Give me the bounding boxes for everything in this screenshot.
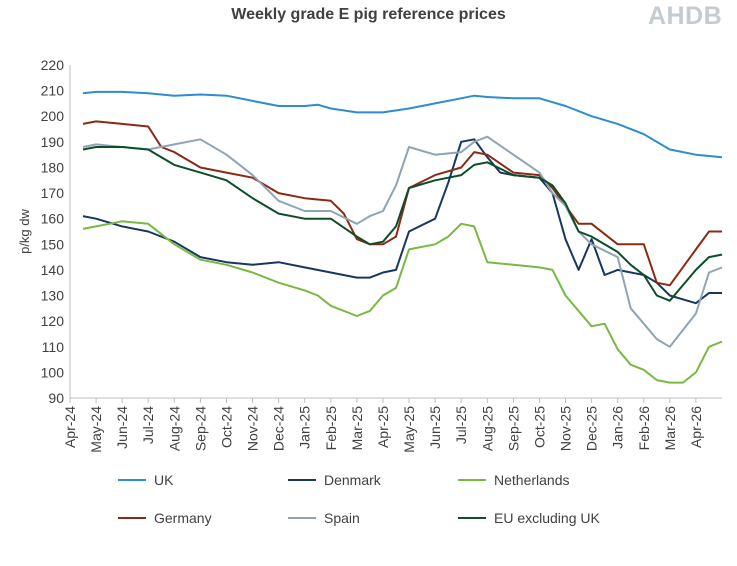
legend-item: EU excluding UK [458, 510, 600, 526]
x-tick-label: Feb-25 [323, 406, 339, 451]
legend-item: Netherlands [458, 472, 570, 488]
legend-item: Spain [288, 510, 360, 526]
x-tick-label: Aug-24 [166, 406, 182, 451]
x-tick-label: Nov-25 [558, 406, 574, 451]
series-line-uk [82, 90, 723, 159]
x-tick-label: May-25 [401, 406, 417, 453]
legend-item: Denmark [288, 472, 381, 488]
y-tick-label: 160 [41, 211, 65, 227]
x-tick-label: Jun-25 [427, 406, 443, 449]
x-tick-label: Oct-24 [218, 406, 234, 448]
x-tick-label: Sep-25 [505, 406, 521, 451]
y-tick-label: 150 [41, 236, 65, 252]
x-tick-label: Mar-25 [349, 406, 365, 451]
y-tick-label: 190 [41, 134, 65, 150]
x-tick-label: Aug-25 [479, 406, 495, 451]
x-tick-label: Apr-26 [688, 406, 704, 448]
x-tick-label: Jan-26 [610, 406, 626, 449]
x-tick-label: Apr-24 [62, 406, 78, 448]
legend-item: UK [118, 472, 173, 488]
x-tick-label: Jan-25 [297, 406, 313, 449]
legend-swatch [458, 517, 486, 519]
y-tick-label: 100 [41, 364, 65, 380]
series-line-eu-excluding-uk [82, 146, 723, 302]
y-tick-label: 120 [41, 313, 65, 329]
legend-swatch [288, 479, 316, 481]
x-tick-label: Nov-24 [245, 406, 261, 451]
series-line-germany [82, 120, 722, 287]
y-tick-label: 140 [41, 262, 65, 278]
legend-label: Spain [324, 510, 360, 526]
x-tick-label: Mar-26 [662, 406, 678, 451]
legend-label: Netherlands [494, 472, 570, 488]
x-tick-label: Feb-26 [636, 406, 652, 451]
legend-label: Denmark [324, 472, 381, 488]
x-tick-label: Oct-25 [531, 406, 547, 448]
y-tick-label: 200 [41, 108, 65, 124]
x-tick-label: May-24 [88, 406, 104, 453]
legend-swatch [118, 479, 146, 481]
series-line-spain [82, 135, 723, 348]
y-axis-label: p/kg dw [17, 208, 32, 253]
y-tick-label: 170 [41, 185, 65, 201]
legend-swatch [118, 517, 146, 519]
y-tick-label: 220 [41, 57, 65, 73]
x-tick-label: Jun-24 [114, 406, 130, 449]
x-tick-label: Dec-24 [271, 406, 287, 451]
y-tick-label: 210 [41, 83, 65, 99]
legend-swatch [288, 517, 316, 519]
x-tick-label: Sep-24 [192, 406, 208, 451]
y-tick-label: 110 [42, 339, 65, 355]
x-tick-label: Jul-25 [453, 406, 469, 444]
legend-label: Germany [154, 510, 212, 526]
series-line-netherlands [82, 220, 723, 384]
legend-item: Germany [118, 510, 212, 526]
x-tick-label: Dec-25 [584, 406, 600, 451]
legend-swatch [458, 479, 486, 481]
legend-label: UK [154, 472, 174, 488]
legend-label: EU excluding UK [494, 510, 600, 526]
ahdb-logo: AHDB [648, 2, 723, 30]
chart-title: Weekly grade E pig reference prices [231, 6, 506, 23]
y-tick-label: 180 [41, 159, 65, 175]
x-tick-label: Jul-24 [140, 406, 156, 444]
y-tick-label: 90 [48, 390, 64, 406]
x-tick-label: Apr-25 [375, 406, 391, 448]
y-tick-label: 130 [41, 288, 65, 304]
